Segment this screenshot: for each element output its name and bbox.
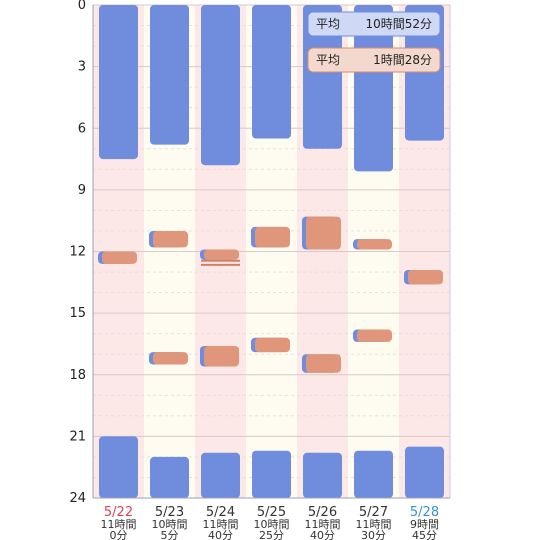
legend-label: 平均 [316, 53, 340, 67]
x-axis-labels: 5/2211時間0分5/2310時間5分5/2411時間40分5/2510時間2… [101, 505, 440, 540]
sleep-bar [303, 453, 342, 498]
sleep-bar [201, 5, 240, 165]
sleep-bar [99, 436, 138, 498]
duration-minutes-label: 40分 [310, 529, 335, 540]
nap-bar [408, 270, 443, 284]
duration-minutes-label: 0分 [110, 529, 128, 540]
sleep-bar [252, 451, 291, 498]
nap-bar [306, 354, 341, 372]
y-tick-label: 12 [69, 245, 86, 260]
sleep-bar [354, 451, 393, 498]
nap-bar [306, 217, 341, 250]
nap-bar [357, 330, 392, 342]
y-tick-label: 15 [69, 306, 86, 321]
marker-line [201, 264, 240, 266]
sleep-bar [99, 5, 138, 159]
duration-minutes-label: 30分 [361, 529, 386, 540]
nap-bar [153, 352, 188, 364]
nap-bar [102, 252, 137, 264]
duration-minutes-label: 45分 [412, 529, 437, 540]
sleep-bar [201, 453, 240, 498]
y-tick-label: 24 [69, 491, 86, 506]
nap-bar [153, 231, 188, 247]
nap-bar [255, 338, 290, 352]
y-tick-label: 3 [78, 60, 86, 75]
nap-bar [204, 249, 239, 259]
y-tick-label: 21 [69, 429, 86, 444]
y-tick-label: 6 [78, 121, 86, 136]
y-tick-label: 9 [78, 183, 86, 198]
duration-minutes-label: 40分 [208, 529, 233, 540]
legend-value: 1時間28分 [373, 53, 432, 67]
duration-minutes-label: 5分 [161, 529, 179, 540]
marker-line [201, 260, 240, 262]
nap-bar [255, 227, 290, 248]
legend-value: 10時間52分 [365, 17, 432, 31]
sleep-bar [405, 447, 444, 498]
duration-minutes-label: 25分 [259, 529, 284, 540]
sleep-bar [150, 457, 189, 498]
sleep-bar [150, 5, 189, 145]
nap-bar [204, 346, 239, 367]
nap-bar [357, 239, 392, 249]
sleep-bar [252, 5, 291, 139]
y-tick-label: 0 [78, 0, 86, 13]
y-tick-label: 18 [69, 368, 86, 383]
legend-label: 平均 [316, 17, 340, 31]
